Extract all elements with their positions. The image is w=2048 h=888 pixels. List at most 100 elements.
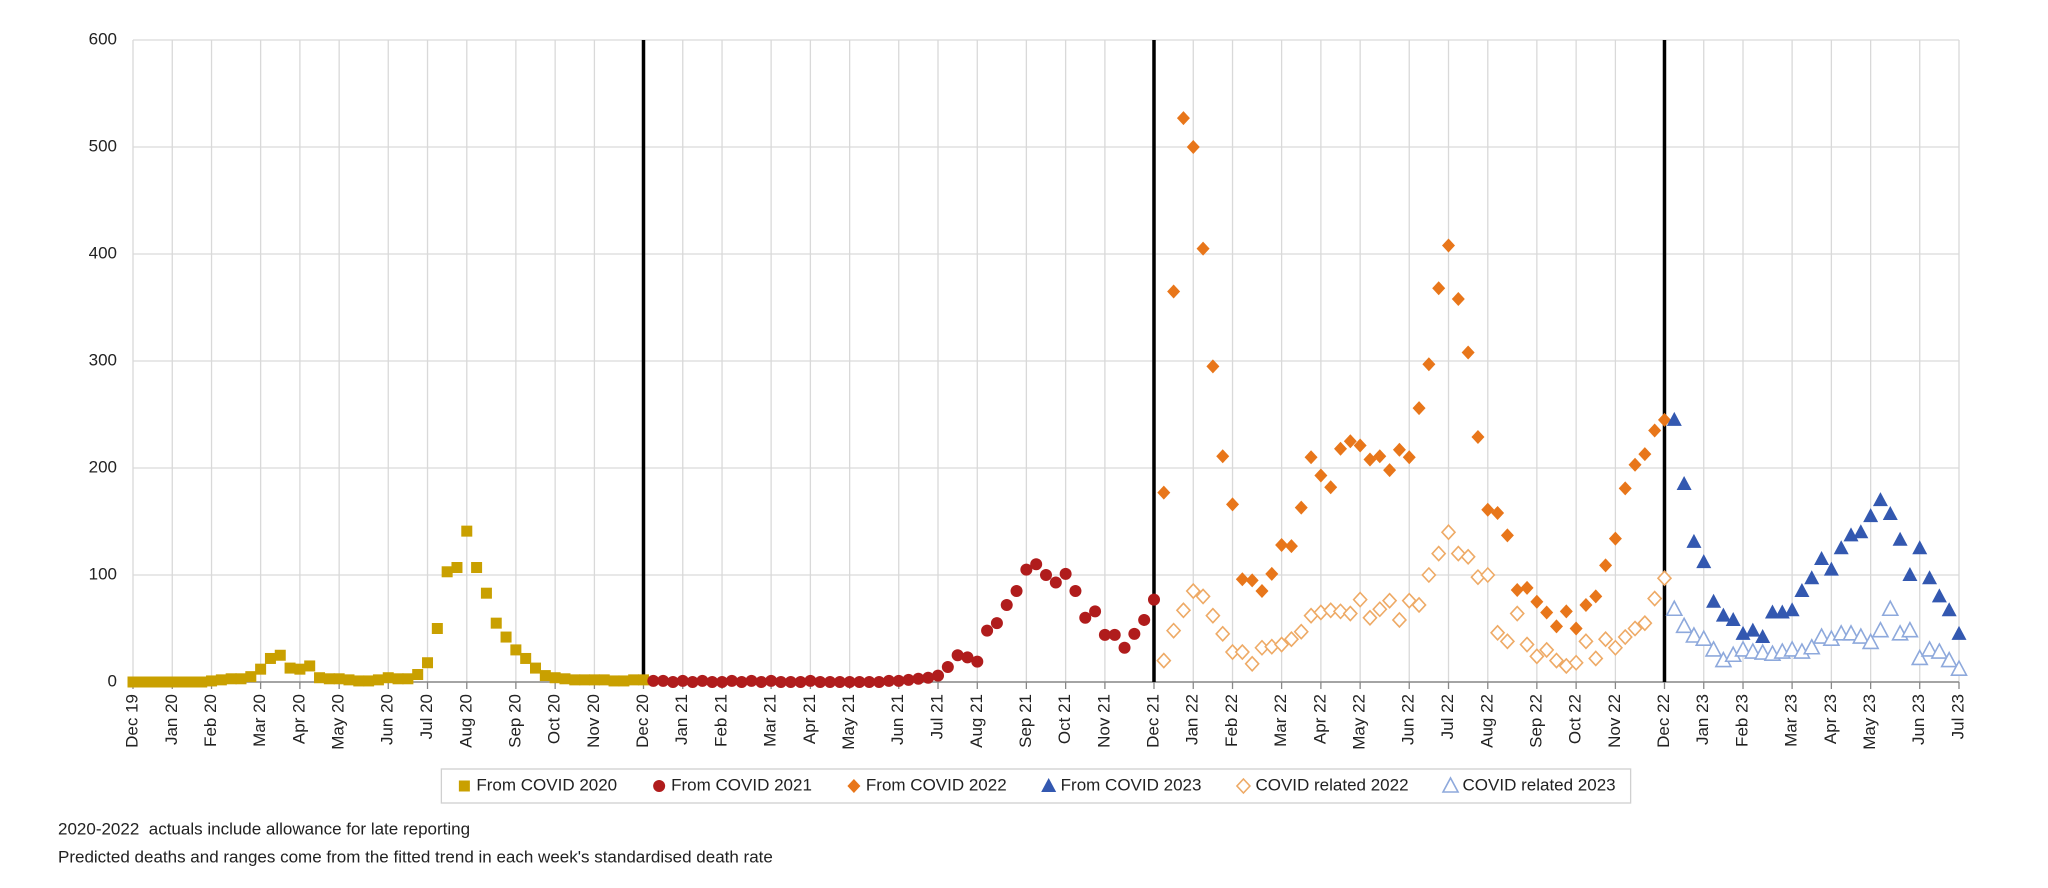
- marker-circle: [1000, 598, 1013, 611]
- marker-circle: [814, 676, 827, 688]
- marker-triangle: [1696, 554, 1712, 569]
- marker-circle: [1069, 585, 1082, 598]
- marker-circle: [774, 676, 787, 688]
- marker-triangle: [1441, 776, 1460, 793]
- marker-square: [392, 673, 404, 685]
- marker-circle: [873, 676, 886, 688]
- marker-diamond: [1500, 528, 1514, 543]
- marker-circle: [1040, 569, 1052, 581]
- marker-triangle: [1842, 624, 1860, 641]
- marker-triangle: [1901, 620, 1919, 638]
- marker-square: [559, 673, 571, 685]
- marker-circle: [686, 676, 699, 688]
- x-tick-label: Apr 22: [1310, 694, 1329, 744]
- marker-diamond: [1599, 558, 1613, 573]
- marker-triangle: [1941, 602, 1957, 617]
- marker-diamond: [1234, 643, 1250, 661]
- marker-diamond: [1499, 633, 1516, 650]
- marker-diamond: [1314, 468, 1328, 483]
- marker-diamond: [1442, 238, 1456, 253]
- x-tick-label: Feb 20: [201, 694, 220, 747]
- marker-triangle: [1725, 611, 1741, 626]
- marker-diamond: [1166, 622, 1182, 639]
- marker-square: [323, 673, 335, 685]
- marker-triangle: [1784, 602, 1800, 617]
- x-tick-label: Feb 21: [712, 694, 731, 747]
- marker-circle: [804, 674, 817, 687]
- marker-triangle: [1764, 604, 1780, 619]
- marker-triangle: [1706, 593, 1722, 608]
- marker-square: [520, 652, 532, 664]
- marker-diamond: [1480, 566, 1496, 584]
- y-tick-label: 100: [89, 564, 117, 583]
- marker-triangle: [1794, 583, 1810, 598]
- marker-square: [225, 673, 237, 685]
- x-tick-label: Jun 22: [1399, 694, 1418, 745]
- marker-square: [363, 675, 375, 687]
- marker-diamond: [1539, 641, 1555, 659]
- marker-triangle: [1940, 650, 1959, 668]
- marker-circle: [882, 674, 895, 687]
- marker-diamond: [1589, 589, 1603, 604]
- marker-triangle: [1910, 648, 1929, 666]
- marker-diamond: [1440, 524, 1457, 541]
- marker-diamond: [1559, 604, 1573, 619]
- marker-circle: [922, 671, 935, 684]
- marker-diamond: [1432, 281, 1446, 296]
- marker-diamond: [1549, 619, 1563, 634]
- marker-diamond: [1412, 401, 1426, 416]
- y-tick-label: 200: [89, 457, 117, 476]
- y-tick-label: 400: [89, 243, 117, 262]
- legend-label: From COVID 2020: [476, 775, 617, 794]
- marker-diamond: [1156, 652, 1172, 669]
- marker-circle: [990, 617, 1003, 630]
- marker-diamond: [1176, 111, 1190, 126]
- marker-circle: [647, 674, 660, 687]
- marker-circle: [1059, 567, 1072, 580]
- marker-diamond: [1343, 434, 1357, 449]
- marker-square: [588, 674, 600, 686]
- marker-square: [608, 675, 620, 687]
- marker-circle: [653, 780, 666, 792]
- marker-circle: [932, 669, 945, 682]
- marker-triangle: [1685, 626, 1703, 643]
- marker-diamond: [1275, 538, 1289, 553]
- marker-diamond: [1530, 594, 1544, 609]
- marker-diamond: [1569, 621, 1583, 636]
- marker-diamond: [1568, 654, 1584, 671]
- marker-diamond: [1363, 452, 1377, 467]
- marker-circle: [892, 674, 905, 687]
- marker-triangle: [1755, 629, 1771, 644]
- x-tick-label: Jun 20: [378, 694, 397, 745]
- x-tick-label: Apr 21: [800, 694, 819, 744]
- x-tick-label: Jul 20: [417, 694, 436, 739]
- legend-item: From COVID 2021: [653, 775, 812, 794]
- marker-square: [215, 674, 227, 686]
- marker-triangle: [1902, 567, 1918, 581]
- x-tick-label: Sep 20: [505, 694, 524, 748]
- marker-circle: [676, 674, 689, 687]
- marker-circle: [902, 673, 915, 686]
- marker-square: [372, 674, 384, 686]
- marker-square: [539, 670, 551, 682]
- marker-diamond: [1235, 777, 1252, 795]
- x-tick-label: Jul 22: [1438, 694, 1457, 739]
- marker-diamond: [1382, 592, 1398, 609]
- x-tick-label: Nov 20: [584, 694, 603, 748]
- marker-triangle: [1851, 627, 1870, 644]
- x-tick-label: Aug 20: [456, 694, 475, 748]
- marker-triangle: [1686, 533, 1702, 548]
- legend-label: COVID related 2022: [1255, 775, 1408, 794]
- marker-square: [579, 674, 591, 686]
- marker-circle: [833, 676, 846, 688]
- marker-circle: [706, 676, 719, 688]
- marker-square: [451, 562, 463, 574]
- marker-diamond: [1274, 636, 1290, 653]
- marker-diamond: [1224, 643, 1241, 661]
- marker-diamond: [1647, 590, 1663, 607]
- marker-triangle: [1783, 640, 1801, 657]
- x-tick-label: Jan 20: [162, 694, 181, 745]
- marker-square: [471, 562, 483, 574]
- x-tick-label: Mar 20: [250, 694, 269, 747]
- marker-circle: [1118, 641, 1131, 654]
